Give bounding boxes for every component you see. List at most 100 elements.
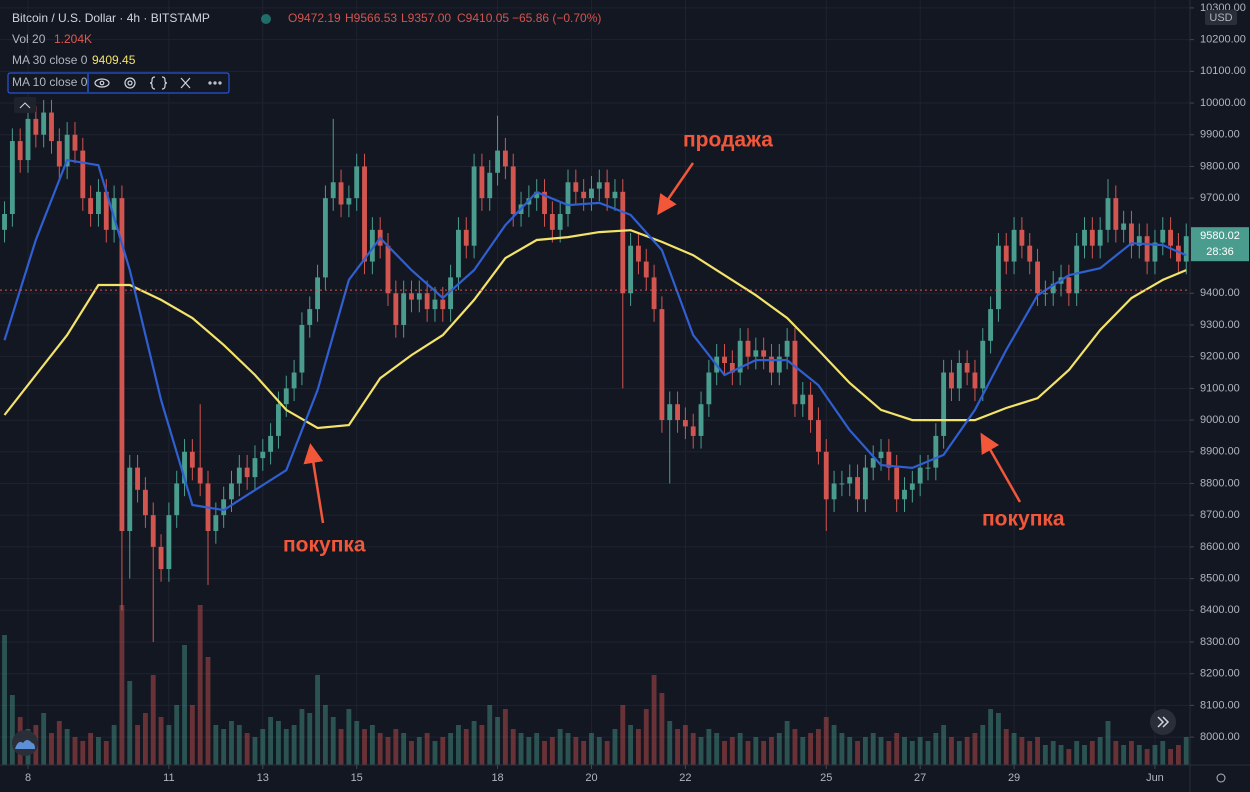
- volume-bar: [855, 741, 860, 765]
- volume-bar: [925, 741, 931, 765]
- close-icon[interactable]: [180, 77, 191, 89]
- volume-bar: [1152, 745, 1158, 765]
- volume-bar: [549, 737, 555, 765]
- arrow: [303, 443, 325, 524]
- volume-bar: [80, 741, 86, 765]
- last-price-tag: 9580.02 28:36: [1191, 227, 1249, 262]
- volume-bar: [628, 725, 634, 765]
- settings-icon[interactable]: [1216, 773, 1226, 783]
- candle-body: [1035, 261, 1040, 294]
- candle-body: [839, 483, 845, 485]
- volume-bar: [315, 675, 320, 765]
- candle-body: [667, 404, 673, 421]
- volume-bar: [166, 725, 172, 765]
- volume-bar: [1136, 745, 1142, 765]
- collapse-button[interactable]: [14, 97, 36, 113]
- volume-bar: [354, 721, 360, 765]
- eye-icon[interactable]: [94, 78, 110, 88]
- volume-bar: [1160, 741, 1166, 765]
- candle-body: [549, 213, 555, 230]
- status-dot: [261, 14, 271, 24]
- volume-bar: [56, 721, 62, 765]
- braces-icon[interactable]: [149, 76, 168, 90]
- candle-body: [855, 477, 860, 500]
- volume-bar: [182, 645, 187, 765]
- candle-body: [221, 499, 227, 516]
- candle-body: [722, 356, 727, 364]
- candle-body: [949, 372, 954, 389]
- x-tick-label: 20: [585, 772, 597, 784]
- ohlc-open: O9472.19: [288, 11, 341, 25]
- candle-body: [1129, 223, 1134, 246]
- candle-body: [291, 372, 297, 389]
- candle-body: [330, 182, 336, 199]
- candle-body: [1152, 242, 1158, 262]
- y-tick-label: 9700.00: [1200, 192, 1240, 204]
- volume-bar: [1105, 721, 1111, 765]
- ma30-legend-value: 9409.45: [92, 53, 136, 67]
- volume-bar: [1019, 737, 1025, 765]
- volume-bar: [870, 733, 876, 765]
- annotation-buy: покупка: [982, 508, 1065, 531]
- volume-bar: [2, 635, 7, 765]
- candle-body: [1050, 283, 1056, 294]
- gear-icon[interactable]: [124, 77, 136, 89]
- y-tick-label: 8800.00: [1200, 477, 1240, 489]
- candle-body: [831, 483, 837, 500]
- candle-body: [792, 340, 798, 405]
- candle-body: [346, 198, 352, 205]
- y-tick-label: 9200.00: [1200, 351, 1240, 363]
- volume-bar: [213, 725, 219, 765]
- candle-body: [596, 182, 602, 189]
- volume-bar: [995, 713, 1001, 765]
- volume-bar: [385, 737, 391, 765]
- x-tick-label: 11: [163, 772, 174, 784]
- candle-body: [784, 340, 790, 357]
- x-tick-label: 29: [1008, 772, 1020, 784]
- ma10-legend-box[interactable]: [7, 72, 230, 94]
- candle-body: [573, 182, 579, 192]
- x-tick-label: 15: [351, 772, 363, 784]
- candle-body: [315, 277, 320, 310]
- volume-bar: [612, 729, 618, 765]
- volume-bar: [135, 725, 141, 765]
- volume-bar: [941, 725, 947, 765]
- candle-body: [941, 372, 947, 436]
- y-tick-label: 8400.00: [1200, 604, 1240, 616]
- candle-body: [369, 229, 375, 262]
- candle-body: [1042, 293, 1048, 295]
- candle-body: [440, 299, 446, 310]
- candle-body: [502, 150, 508, 167]
- ma-line: [3, 229, 1187, 430]
- volume-bar: [1129, 741, 1134, 765]
- volume-bar: [722, 741, 727, 765]
- more-icon[interactable]: [208, 81, 212, 85]
- y-tick-label: 9400.00: [1200, 287, 1240, 299]
- annotation-sell: продажа: [683, 129, 773, 152]
- candle-body: [471, 166, 477, 246]
- volume-bar: [643, 709, 649, 765]
- volume-bar: [432, 741, 438, 765]
- volume-bar: [659, 693, 665, 765]
- currency-box[interactable]: [1205, 10, 1237, 25]
- candle-body: [1027, 245, 1033, 262]
- candle-body: [236, 467, 242, 484]
- volume-bar: [103, 741, 109, 765]
- candle-body: [698, 404, 704, 436]
- candle-body: [1003, 245, 1009, 262]
- ohlc-low: L9357.00: [401, 11, 451, 25]
- candle-body: [268, 435, 274, 452]
- candle-body: [620, 191, 626, 294]
- volume-bar: [127, 681, 133, 765]
- candle-body: [25, 118, 31, 161]
- volume-bar: [49, 733, 54, 765]
- volume-bar: [1082, 745, 1087, 765]
- volume-bar: [463, 729, 469, 765]
- volume-bar: [1050, 741, 1056, 765]
- candle-body: [1066, 277, 1072, 294]
- volume-bar: [1058, 745, 1064, 765]
- y-tick-label: 9100.00: [1200, 382, 1240, 394]
- volume-bar: [479, 725, 485, 765]
- candle-body: [980, 340, 986, 389]
- candle-body: [816, 420, 821, 452]
